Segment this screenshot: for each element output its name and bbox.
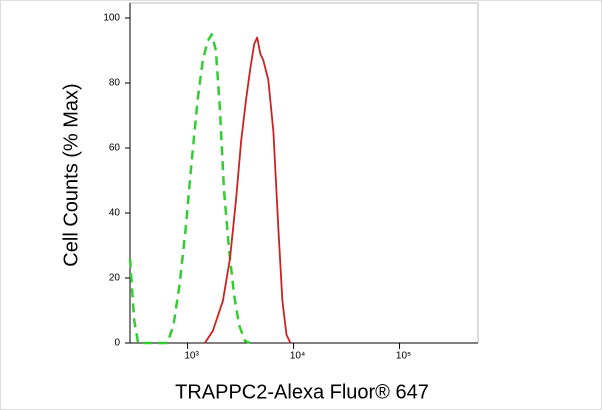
x-tick-label: 10³ <box>184 351 199 362</box>
plot-border <box>129 2 479 343</box>
y-tick-label: 20 <box>109 273 121 284</box>
series-line <box>204 36 292 344</box>
y-tick-label: 80 <box>109 78 121 89</box>
y-tick-label: 60 <box>109 143 121 154</box>
x-tick-label: 10⁵ <box>396 351 411 362</box>
x-axis-label: TRAPPC2-Alexa Fluor® 647 <box>175 381 429 403</box>
y-tick-label: 0 <box>114 338 120 349</box>
y-tick-label: 100 <box>103 13 120 24</box>
y-axis-label: Cell Counts (% Max) <box>60 83 82 266</box>
series-line <box>128 33 251 345</box>
x-tick-label: 10⁴ <box>290 351 305 362</box>
y-tick-label: 40 <box>109 208 121 219</box>
